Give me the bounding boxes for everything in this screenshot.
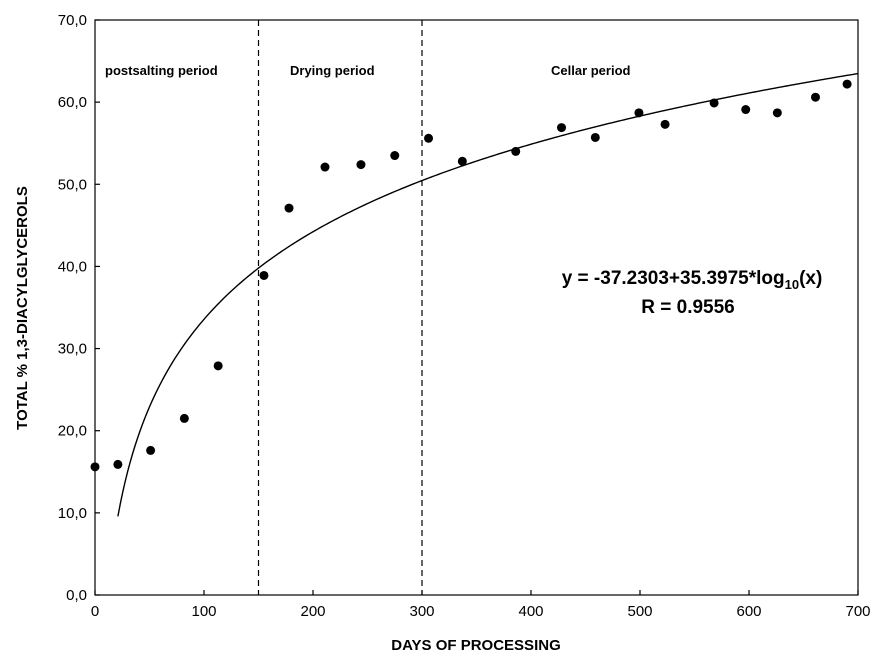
data-point: [424, 133, 434, 143]
data-point: [590, 132, 600, 142]
data-point: [320, 162, 330, 172]
fit-equation-main: y = -37.2303+35.3975*log: [562, 268, 785, 289]
fit-equation-suffix: (x): [799, 268, 822, 289]
x-tick-label: 300: [409, 603, 434, 620]
data-point: [557, 123, 567, 133]
data-point: [356, 160, 366, 170]
x-tick-label: 100: [191, 603, 216, 620]
period-label-drying: Drying period: [290, 63, 375, 78]
data-point: [810, 92, 820, 102]
fit-curve: [117, 72, 859, 517]
data-point: [259, 270, 269, 280]
data-point: [772, 108, 782, 118]
y-tick-label: 30,0: [58, 341, 87, 358]
x-tick-label: 600: [736, 603, 761, 620]
data-point: [213, 361, 223, 371]
data-point: [90, 462, 100, 472]
x-axis-title: DAYS OF PROCESSING: [391, 637, 560, 654]
data-point: [842, 79, 852, 89]
period-label-cellar: Cellar period: [551, 63, 631, 78]
data-point: [390, 151, 400, 161]
y-tick-label: 10,0: [58, 505, 87, 522]
y-axis-title: TOTAL % 1,3-DIACYLGLYCEROLS: [14, 186, 31, 430]
data-point: [179, 413, 189, 423]
y-tick-label: 20,0: [58, 423, 87, 440]
x-axis-ticks: 0 100 200 300 400 500 600 700: [91, 590, 871, 620]
y-tick-label: 50,0: [58, 176, 87, 193]
data-point: [709, 98, 719, 108]
data-point: [660, 119, 670, 129]
data-point: [146, 445, 156, 455]
data-point: [511, 146, 521, 156]
fit-equation-subscript: 10: [785, 277, 799, 292]
data-point: [634, 108, 644, 118]
period-label-postsalting: postsalting period: [105, 63, 218, 78]
x-tick-label: 400: [518, 603, 543, 620]
data-point: [284, 203, 294, 213]
data-point: [113, 459, 123, 469]
fit-equation: y = -37.2303+35.3975*log10(x): [562, 268, 823, 292]
data-point: [457, 156, 467, 166]
x-tick-label: 0: [91, 603, 99, 620]
x-tick-label: 200: [300, 603, 325, 620]
x-tick-label: 500: [627, 603, 652, 620]
y-tick-label: 60,0: [58, 94, 87, 111]
y-axis-ticks: 0,0 10,0 20,0 30,0 40,0 50,0 60,0 70,0: [58, 12, 100, 604]
y-tick-label: 40,0: [58, 258, 87, 275]
data-point: [741, 105, 751, 115]
fit-r-value: R = 0.9556: [641, 297, 735, 318]
x-tick-label: 700: [845, 603, 870, 620]
y-tick-label: 70,0: [58, 12, 87, 29]
y-tick-label: 0,0: [66, 587, 87, 604]
data-points: [90, 79, 852, 472]
plot-area-frame: [94, 19, 859, 596]
